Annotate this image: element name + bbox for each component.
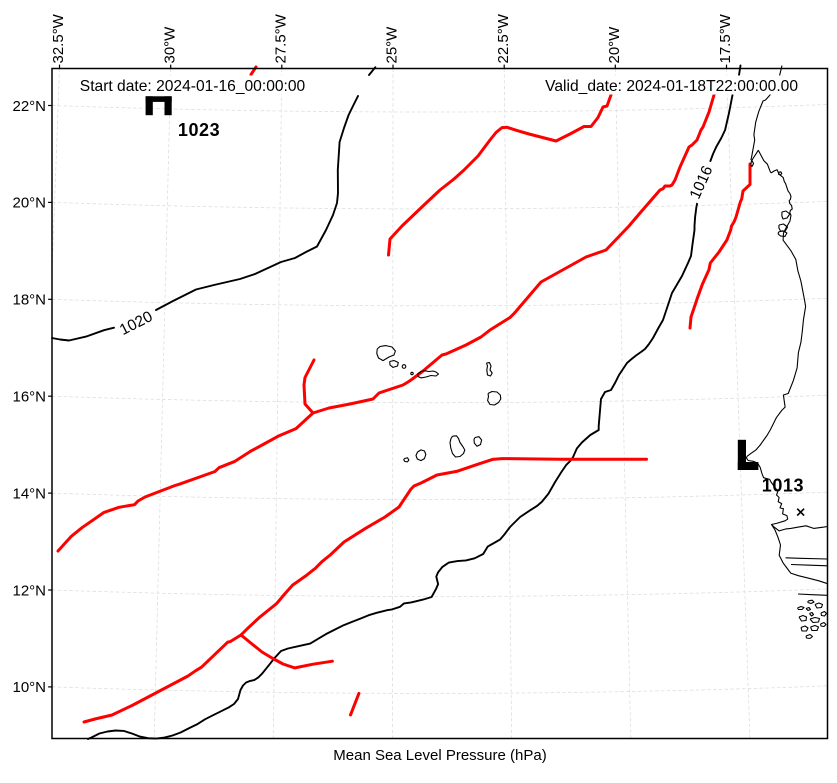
svg-text:12°N: 12°N — [12, 582, 46, 599]
svg-text:10°N: 10°N — [12, 679, 46, 696]
svg-text:20°W: 20°W — [606, 26, 623, 64]
svg-text:25°W: 25°W — [384, 26, 401, 64]
svg-text:Valid_date: 2024-01-18T22:00:0: Valid_date: 2024-01-18T22:00:00.00 — [545, 78, 798, 95]
svg-text:Mean Sea Level Pressure (hPa): Mean Sea Level Pressure (hPa) — [333, 747, 546, 764]
svg-text:22°N: 22°N — [12, 98, 46, 115]
svg-text:30°W: 30°W — [161, 26, 178, 64]
svg-text:Start date: 2024-01-16_00:00:0: Start date: 2024-01-16_00:00:00 — [80, 78, 306, 95]
svg-text:27.5°W: 27.5°W — [272, 13, 289, 63]
svg-text:17.5°W: 17.5°W — [717, 13, 734, 63]
svg-text:14°N: 14°N — [12, 485, 46, 502]
svg-text:22.5°W: 22.5°W — [495, 13, 512, 63]
svg-text:20°N: 20°N — [12, 195, 46, 212]
svg-text:16°N: 16°N — [12, 389, 46, 406]
svg-text:18°N: 18°N — [12, 292, 46, 309]
svg-text:32.5°W: 32.5°W — [50, 13, 67, 63]
svg-text:1013: 1013 — [762, 475, 804, 495]
svg-text:1023: 1023 — [178, 120, 220, 140]
